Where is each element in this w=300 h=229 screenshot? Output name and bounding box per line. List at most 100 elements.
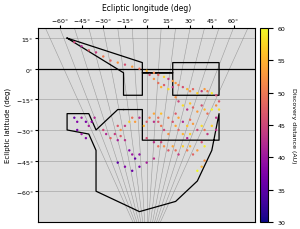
Point [170,120,175,124]
Point [127,120,132,124]
Point [112,133,117,136]
Point [205,90,210,94]
Point [72,116,77,120]
Point [137,153,142,157]
Point [166,78,171,82]
Point [144,161,149,165]
Point [130,116,135,120]
Point [86,125,91,128]
Point [195,92,200,96]
Point [108,60,113,63]
Point [101,55,106,59]
Point [214,116,219,120]
Point [83,137,88,140]
Point [176,128,181,132]
Point [217,100,221,104]
Point [162,84,167,87]
Point [181,120,185,124]
Point [202,88,207,92]
Point [156,116,161,120]
Point [195,169,200,173]
Point [130,65,135,69]
Point [176,84,181,87]
Point [214,104,219,108]
Point [104,133,109,136]
Point [170,80,175,83]
Point [127,149,132,153]
Point [162,128,167,132]
Point [188,133,193,136]
Point [188,90,193,94]
Point [205,112,210,116]
Point [202,145,207,148]
Y-axis label: Ecliptic latitude (deg): Ecliptic latitude (deg) [4,88,11,163]
Point [156,145,161,148]
Point [156,120,161,124]
Point [176,100,181,104]
Point [144,137,149,140]
Point [115,61,120,65]
Point [123,139,128,142]
Point [181,145,185,148]
Point [166,116,171,120]
Point [199,104,204,108]
Point [199,125,204,128]
Point [173,96,178,100]
Point [152,141,156,144]
Point [202,108,207,112]
Point [159,125,164,128]
Point [185,108,190,112]
Point [188,145,193,148]
Point [199,141,204,144]
Point [108,137,113,140]
Point [185,149,190,153]
Point [166,149,171,153]
Point [195,110,200,114]
Point [123,125,128,128]
Point [159,86,164,90]
Point [92,116,97,120]
Point [217,108,221,112]
Point [181,104,185,108]
Point [195,149,200,153]
Point [130,153,135,157]
Point [162,145,167,148]
Point [199,165,204,169]
Point [199,90,204,94]
Point [118,128,123,132]
Point [137,116,142,120]
Point [185,88,190,92]
Point [156,74,161,77]
Point [75,128,80,132]
Point [173,112,178,116]
X-axis label: Ecliptic longitude (deg): Ecliptic longitude (deg) [102,4,191,13]
Point [181,133,185,136]
Point [144,70,149,73]
Point [188,102,193,106]
Point [133,157,137,161]
Point [152,112,156,116]
Point [94,51,98,55]
Point [209,108,214,112]
Point [190,153,195,157]
Point [195,128,200,132]
Point [137,68,142,71]
Point [188,118,193,122]
Point [147,74,152,77]
Point [130,169,135,173]
Point [176,153,181,157]
Point [176,116,181,120]
Point [101,128,106,132]
Point [86,49,91,53]
Point [79,45,84,49]
Y-axis label: Discovery distance (AU): Discovery distance (AU) [291,88,296,163]
Point [205,133,210,136]
Point [170,145,175,148]
Point [118,135,123,138]
Point [133,120,137,124]
Point [214,94,219,98]
Point [162,76,167,79]
Point [190,88,195,92]
Point [170,86,175,90]
Point [123,63,128,67]
